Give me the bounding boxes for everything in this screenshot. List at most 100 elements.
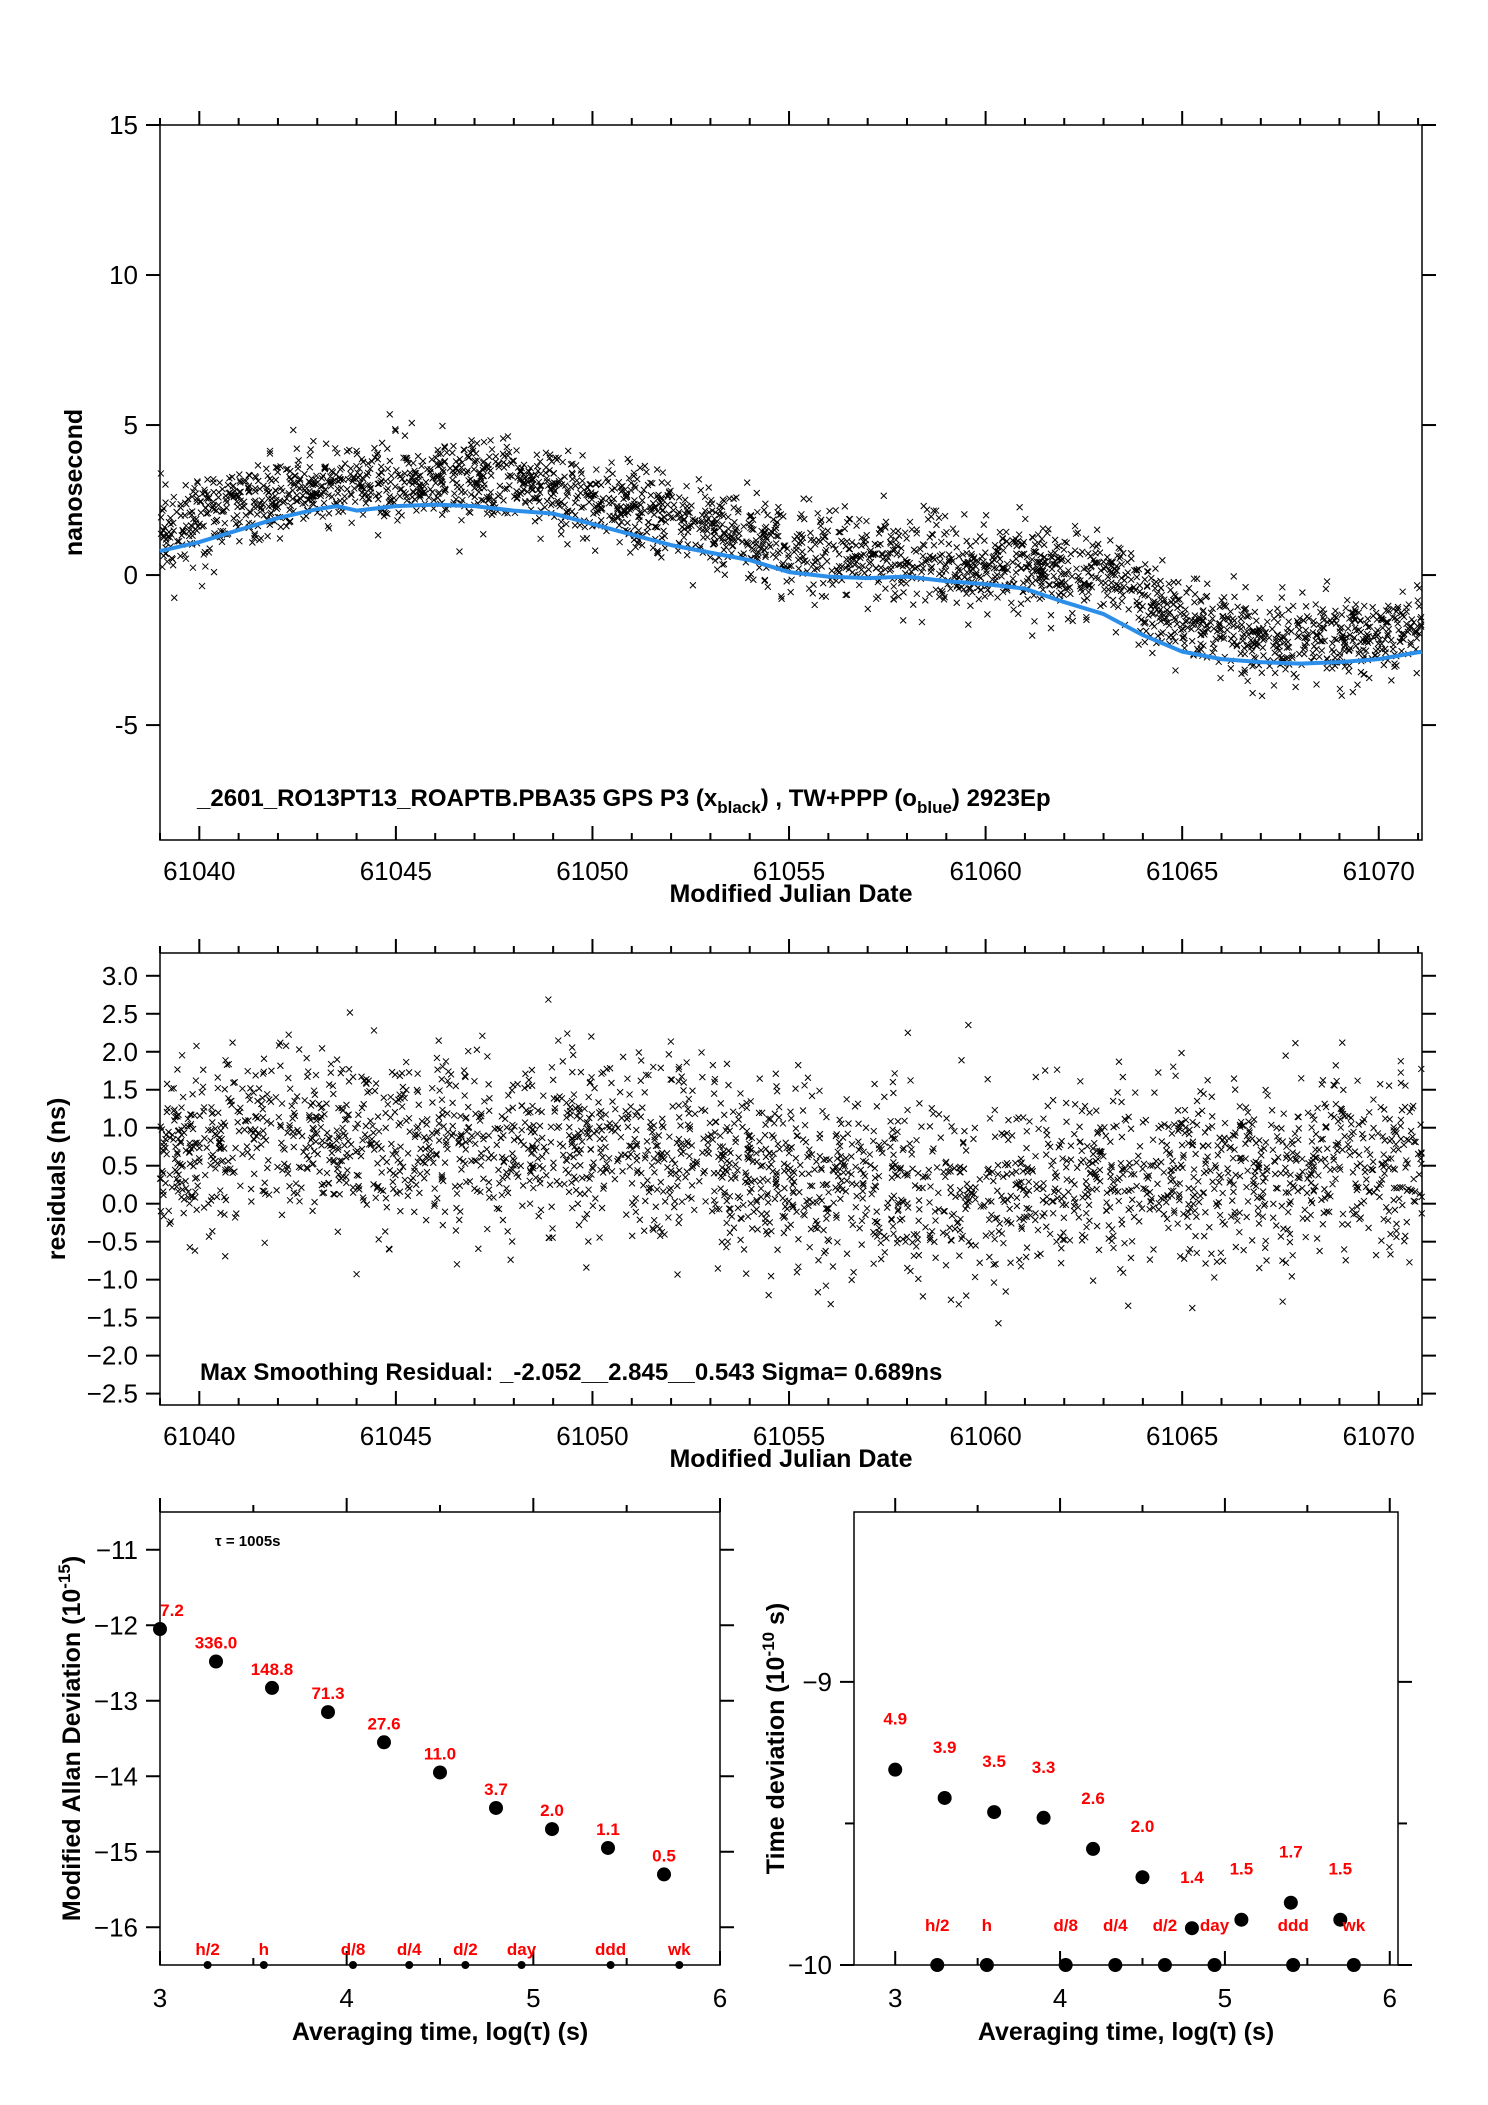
residual-point — [358, 1145, 366, 1153]
gps-p3-point — [394, 517, 401, 524]
residual-point — [1302, 1233, 1310, 1241]
residual-point — [1273, 1133, 1281, 1140]
gps-p3-point — [277, 463, 284, 470]
residual-point — [1025, 1187, 1033, 1195]
residual-point — [355, 1111, 362, 1119]
gps-p3-point — [706, 554, 714, 561]
residual-point — [278, 1139, 285, 1147]
gps-p3-point — [1304, 631, 1312, 639]
gps-p3-point — [546, 451, 554, 458]
residual-point — [422, 1216, 430, 1224]
gps-p3-point — [798, 531, 806, 539]
gps-p3-point — [1116, 554, 1123, 562]
residual-point — [913, 1230, 921, 1238]
gps-p3-point — [1257, 633, 1264, 641]
gps-p3-point — [571, 522, 579, 529]
residual-point — [323, 1100, 330, 1108]
gps-p3-point — [321, 465, 329, 473]
gps-p3-point — [170, 493, 178, 501]
residual-point — [725, 1205, 733, 1213]
gps-p3-point — [1249, 628, 1257, 635]
gps-p3-point — [1116, 584, 1124, 591]
residual-point — [785, 1197, 793, 1205]
residual-point — [397, 1143, 404, 1151]
residual-point — [903, 1233, 911, 1241]
residual-point — [536, 1162, 543, 1170]
plot-frame — [159, 124, 1423, 841]
gps-p3-point — [1172, 616, 1179, 624]
residual-point — [1090, 1139, 1098, 1147]
gps-p3-point — [993, 565, 1000, 572]
gps-p3-point — [649, 499, 657, 507]
residual-point — [247, 1084, 254, 1092]
gps-p3-point — [1212, 635, 1220, 643]
residual-point — [433, 1150, 440, 1158]
gps-p3-point — [483, 510, 491, 517]
gps-p3-point — [272, 476, 280, 484]
residual-point — [1242, 1140, 1249, 1148]
residual-point — [1224, 1169, 1232, 1177]
gps-p3-point — [859, 562, 867, 570]
residual-point — [474, 1245, 482, 1253]
gps-p3-point — [458, 468, 466, 476]
residual-point — [774, 1246, 781, 1254]
residual-point — [330, 1190, 337, 1198]
residual-point — [947, 1189, 955, 1197]
residual-point — [254, 1097, 261, 1105]
residual-point — [764, 1230, 771, 1238]
gps-p3-point — [364, 460, 372, 467]
residual-point — [723, 1219, 731, 1227]
residual-point — [1287, 1171, 1294, 1179]
gps-p3-point — [295, 484, 303, 492]
residual-point — [1372, 1251, 1380, 1259]
residual-point — [1206, 1167, 1214, 1174]
gps-p3-point — [996, 555, 1004, 563]
residual-point — [1379, 1160, 1386, 1168]
gps-p3-point — [909, 601, 917, 609]
gps-p3-point — [1160, 598, 1168, 606]
gps-p3-point — [371, 444, 378, 452]
residual-point — [380, 1094, 388, 1102]
residual-point — [899, 1146, 907, 1154]
gps-p3-point — [733, 524, 741, 532]
gps-p3-point — [1031, 541, 1039, 548]
gps-p3-point — [769, 516, 777, 523]
gps-p3-point — [1033, 558, 1041, 566]
residual-point — [1378, 1237, 1385, 1245]
residual-point — [1086, 1109, 1093, 1116]
gps-p3-point — [542, 469, 550, 477]
gps-p3-point — [834, 567, 842, 575]
residual-point — [891, 1135, 899, 1142]
gps-p3-point — [1289, 651, 1296, 659]
residual-point — [683, 1059, 691, 1066]
residual-point — [670, 1203, 678, 1211]
gps-p3-point — [247, 509, 255, 516]
residual-point — [325, 1081, 333, 1088]
annotation-text: _2601_RO13PT13_ROAPTB.PBA35 GPS P3 (x — [196, 785, 718, 812]
residual-point — [1217, 1173, 1225, 1181]
gps-p3-point — [291, 472, 299, 480]
gps-p3-point — [456, 455, 464, 463]
gps-p3-point — [157, 470, 165, 477]
residual-point — [275, 1042, 283, 1049]
residual-point — [743, 1099, 750, 1107]
residual-point — [537, 1206, 545, 1214]
residual-point — [349, 1184, 357, 1191]
gps-p3-point — [998, 541, 1006, 549]
y-axis-title: residuals (ns) — [43, 1098, 71, 1261]
residual-point — [817, 1164, 825, 1172]
gps-p3-point — [835, 528, 843, 536]
gps-p3-point — [740, 523, 748, 530]
residual-point — [576, 1115, 584, 1122]
gps-p3-point — [265, 495, 272, 502]
gps-p3-point — [223, 498, 231, 506]
residual-point — [848, 1140, 856, 1148]
residual-point — [871, 1080, 878, 1088]
gps-p3-point — [416, 494, 424, 501]
gps-p3-point — [817, 516, 825, 524]
residual-point — [1297, 1074, 1305, 1082]
gps-p3-point — [874, 578, 882, 586]
gps-p3-point — [1163, 619, 1170, 627]
annotation-sub: black — [717, 798, 761, 817]
gps-p3-point — [1216, 620, 1224, 627]
